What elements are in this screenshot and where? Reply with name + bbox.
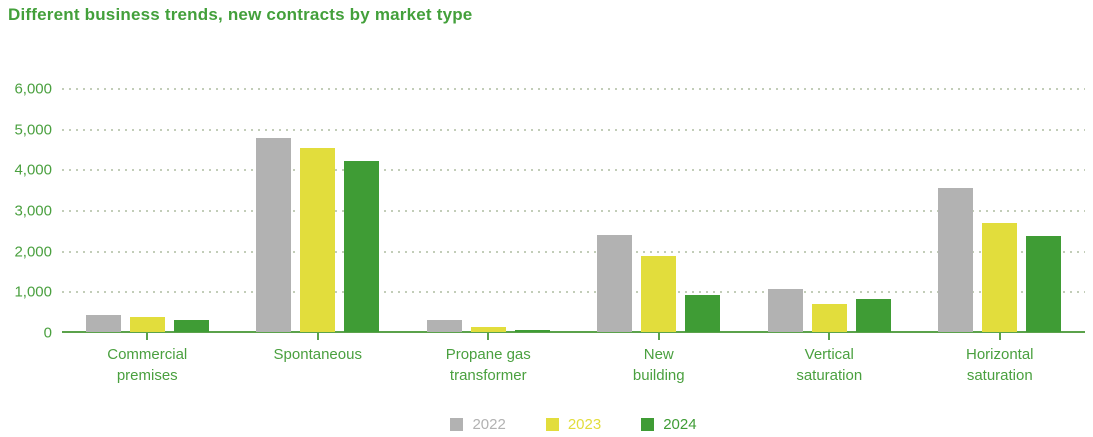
bar-2024-spontaneous [344, 161, 380, 332]
category-label-line: Vertical [804, 346, 854, 363]
category-label-line: Propane gas [445, 346, 531, 363]
category-label-spontaneous: Spontaneous [233, 344, 404, 386]
x-axis-tick-mark [828, 332, 831, 340]
legend-label-2022: 2022 [472, 416, 506, 433]
bar-2022-new-building [597, 234, 633, 332]
bar-2022-spontaneous [256, 138, 292, 332]
category-label-line: premises [116, 367, 178, 384]
bar-group-new-building [574, 88, 745, 340]
bar-2023-vertical-saturation [811, 303, 847, 332]
legend-label-2023: 2023 [567, 416, 602, 433]
gridline-2000 [62, 250, 1085, 253]
plot-area [62, 88, 1086, 340]
bar-group-horizontal-saturation [915, 88, 1086, 340]
gridline-3000 [62, 210, 1085, 212]
category-label-line: building [632, 367, 685, 384]
category-label-line: Horizontal [965, 346, 1034, 363]
legend-swatch-2024 [641, 418, 655, 431]
category-label-line: transformer [449, 367, 527, 384]
category-label-propane-gas-transformer: Propane gas transformer [403, 344, 574, 386]
bar-group-spontaneous [233, 88, 404, 340]
y-axis-tick-label-2000: 2,000 [14, 243, 52, 261]
y-axis-tick-label-1000: 1,000 [14, 283, 52, 301]
bar-2023-spontaneous [300, 148, 336, 332]
category-label-new-building: New building [574, 344, 745, 386]
category-label-line: Spontaneous [273, 346, 362, 363]
x-axis-tick-mark [657, 332, 660, 340]
bar-2024-horizontal-saturation [1026, 236, 1062, 332]
category-label-line: New [643, 346, 674, 363]
bar-2024-new-building [685, 295, 721, 332]
gridline-6000 [62, 88, 1085, 90]
legend: 2022 2023 2024 [62, 416, 1085, 433]
legend-swatch-2022 [450, 418, 464, 431]
bar-2023-commercial-premises [129, 317, 165, 332]
x-axis-category-labels: Commercial premises Spontaneous Propane gas… [62, 344, 1085, 386]
bar-2022-propane-gas-transformer [426, 320, 462, 332]
category-label-line: saturation [796, 367, 863, 384]
y-axis-tick-label-5000: 5,000 [14, 121, 52, 139]
bar-group-commercial-premises [62, 88, 233, 340]
x-axis-tick-mark [316, 332, 319, 340]
legend-item-2022: 2022 [450, 416, 506, 433]
bar-2022-horizontal-saturation [938, 187, 974, 332]
bar-2023-new-building [641, 256, 677, 332]
y-axis-tick-label-3000: 3,000 [14, 202, 52, 220]
bar-2023-horizontal-saturation [982, 223, 1018, 332]
category-label-line: Commercial [107, 346, 188, 363]
category-label-horizontal-saturation: Horizontal saturation [915, 344, 1086, 386]
gridline-5000 [62, 128, 1085, 131]
gridline-1000 [62, 291, 1085, 294]
bar-2023-propane-gas-transformer [470, 327, 506, 332]
legend-swatch-2023 [545, 418, 559, 431]
y-axis-tick-label-4000: 4,000 [14, 161, 52, 179]
legend-item-2023: 2023 [545, 416, 602, 433]
bar-2024-vertical-saturation [855, 299, 891, 332]
bar-group-vertical-saturation [744, 88, 915, 340]
bar-2024-propane-gas-transformer [514, 329, 550, 332]
category-label-vertical-saturation: Vertical saturation [744, 344, 915, 386]
legend-item-2024: 2024 [641, 416, 697, 433]
bar-2024-commercial-premises [173, 319, 209, 332]
category-label-line: saturation [966, 367, 1033, 384]
bar-2022-commercial-premises [85, 314, 121, 332]
chart-title: Different business trends, new contracts… [8, 5, 473, 24]
legend-label-2024: 2024 [663, 416, 697, 433]
x-axis-tick-mark [487, 332, 490, 340]
bar-group-propane-gas-transformer [403, 88, 574, 340]
y-axis-tick-label-6000: 6,000 [14, 80, 52, 98]
x-axis-tick-mark [998, 332, 1001, 340]
x-axis-line [62, 331, 1085, 333]
y-axis-tick-label-0: 0 [43, 324, 52, 342]
bar-2022-vertical-saturation [767, 289, 803, 332]
gridline-4000 [62, 169, 1085, 172]
category-label-commercial-premises: Commercial premises [62, 344, 233, 386]
x-axis-tick-mark [146, 332, 149, 340]
